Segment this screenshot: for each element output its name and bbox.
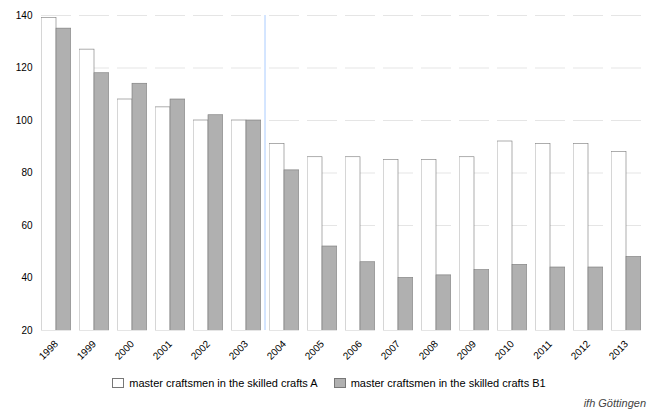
svg-text:140: 140 bbox=[16, 10, 33, 21]
svg-text:60: 60 bbox=[21, 220, 33, 231]
svg-text:2001: 2001 bbox=[151, 338, 175, 362]
svg-text:1999: 1999 bbox=[75, 338, 99, 362]
svg-text:2008: 2008 bbox=[417, 338, 441, 362]
html-text:master craftsmen in the skille: master craftsmen in the skilled crafts B… bbox=[350, 377, 546, 389]
svg-text:2005: 2005 bbox=[303, 338, 327, 362]
svg-text:2011: 2011 bbox=[531, 338, 554, 361]
html-text:master craftsmen in the skille: master craftsmen in the skilled crafts A bbox=[129, 377, 318, 389]
svg-text:40: 40 bbox=[21, 272, 33, 283]
svg-text:2013: 2013 bbox=[607, 338, 631, 362]
svg-text:2003: 2003 bbox=[227, 338, 251, 362]
svg-text:120: 120 bbox=[16, 62, 33, 73]
svg-text:2006: 2006 bbox=[341, 338, 365, 362]
svg-text:1998: 1998 bbox=[37, 338, 61, 362]
svg-text:2002: 2002 bbox=[189, 338, 213, 362]
svg-text:100: 100 bbox=[16, 115, 33, 126]
svg-text:2009: 2009 bbox=[455, 338, 479, 362]
html-text:ifh Göttingen: ifh Göttingen bbox=[583, 397, 646, 409]
svg-text:2012: 2012 bbox=[569, 338, 593, 362]
svg-text:2004: 2004 bbox=[265, 338, 289, 362]
svg-text:80: 80 bbox=[21, 167, 33, 178]
svg-text:20: 20 bbox=[21, 325, 33, 336]
svg-text:2000: 2000 bbox=[113, 338, 137, 362]
svg-text:2007: 2007 bbox=[379, 338, 403, 362]
svg-text:2010: 2010 bbox=[493, 338, 517, 362]
